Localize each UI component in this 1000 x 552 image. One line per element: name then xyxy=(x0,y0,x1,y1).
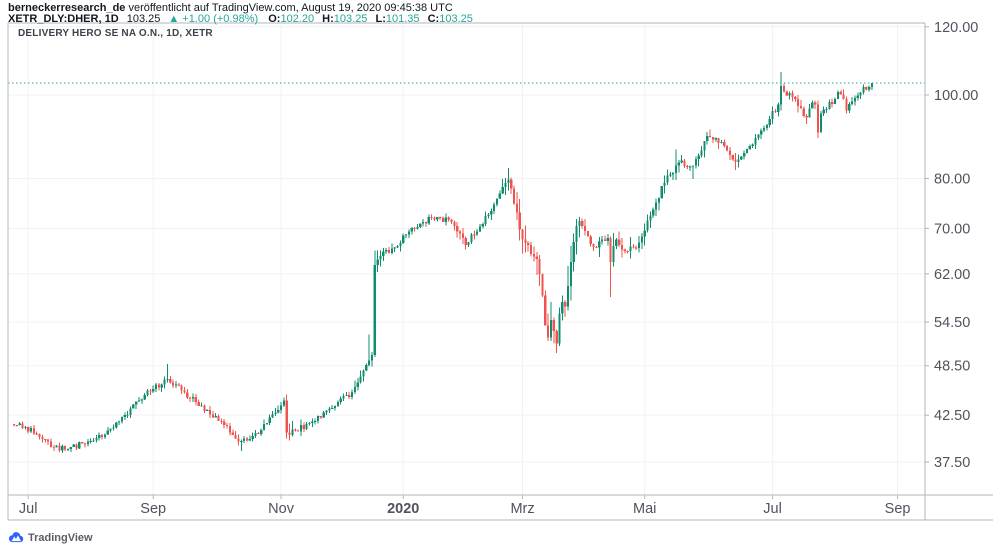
high-value: 103.25 xyxy=(333,13,368,25)
tradingview-logo-icon xyxy=(9,532,24,543)
svg-text:70.00: 70.00 xyxy=(934,221,970,237)
svg-text:Sep: Sep xyxy=(885,501,911,517)
svg-text:100.00: 100.00 xyxy=(934,88,978,104)
svg-text:2020: 2020 xyxy=(387,501,419,517)
open-value: 102.20 xyxy=(280,13,315,25)
price-change: +1.00 (+0.98%) xyxy=(182,13,259,25)
svg-text:Mrz: Mrz xyxy=(510,501,534,517)
high-label: H: xyxy=(322,13,334,25)
svg-text:62.00: 62.00 xyxy=(934,267,970,283)
tradingview-attribution[interactable]: TradingView xyxy=(8,531,93,544)
svg-text:Sep: Sep xyxy=(140,501,166,517)
svg-text:80.00: 80.00 xyxy=(934,171,970,187)
close-label: C: xyxy=(427,13,440,25)
svg-text:Mai: Mai xyxy=(633,501,656,517)
low-value: 101.35 xyxy=(385,13,420,25)
svg-text:Jul: Jul xyxy=(763,501,782,517)
attribution-text: veröffentlicht auf TradingView.com, Augu… xyxy=(125,2,453,14)
svg-text:42.50: 42.50 xyxy=(934,408,970,424)
svg-text:48.50: 48.50 xyxy=(934,359,970,375)
attribution-line: berneckerresearch_de veröffentlicht auf … xyxy=(8,3,453,14)
tradingview-logo-text: TradingView xyxy=(28,531,93,544)
svg-text:120.00: 120.00 xyxy=(934,20,978,36)
chart-legend: DELIVERY HERO SE NA O.N., 1D, XETR xyxy=(18,28,213,39)
svg-text:Nov: Nov xyxy=(268,501,295,517)
quote-line: XETR_DLY:DHER, 1D 103.25 ▲ +1.00 (+0.98%)… xyxy=(8,14,473,25)
last-price: 103.25 xyxy=(126,13,161,25)
svg-text:54.50: 54.50 xyxy=(934,315,970,331)
low-label: L: xyxy=(375,13,386,25)
close-value: 103.25 xyxy=(439,13,473,25)
svg-text:37.50: 37.50 xyxy=(934,455,970,471)
attribution-username[interactable]: berneckerresearch_de xyxy=(8,2,126,14)
open-label: O: xyxy=(268,13,281,25)
svg-text:Jul: Jul xyxy=(19,501,38,517)
up-arrow-icon: ▲ xyxy=(168,13,180,25)
symbol-interval: XETR_DLY:DHER, 1D xyxy=(8,13,119,25)
